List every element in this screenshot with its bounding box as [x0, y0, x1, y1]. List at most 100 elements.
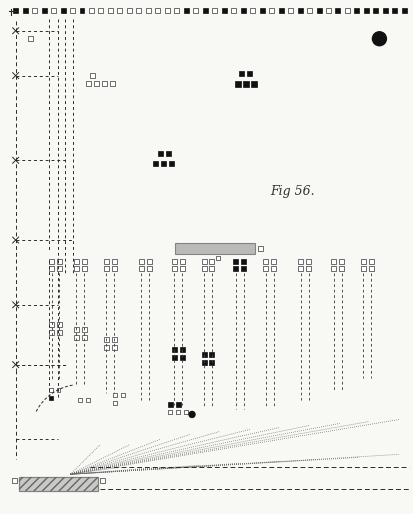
Bar [41, 8, 47, 13]
Bar [155, 8, 160, 13]
Bar [263, 266, 268, 271]
Bar [209, 266, 214, 271]
Bar [233, 266, 238, 271]
Bar [335, 8, 339, 13]
Bar [168, 161, 173, 166]
Bar [57, 322, 62, 327]
Bar [90, 73, 95, 78]
Bar [146, 260, 151, 265]
Bar [268, 8, 273, 13]
Bar [152, 161, 157, 166]
Bar [165, 151, 170, 156]
Bar [82, 266, 87, 271]
Bar [28, 36, 33, 41]
Bar [271, 266, 275, 271]
Bar [117, 8, 122, 13]
Bar [201, 260, 206, 265]
Bar [160, 161, 165, 166]
Bar [179, 260, 184, 265]
Bar [363, 8, 368, 13]
Bar [112, 345, 116, 350]
Bar [171, 347, 176, 352]
Bar [112, 266, 116, 271]
Bar [175, 243, 254, 254]
Bar [82, 327, 87, 332]
Bar [146, 266, 151, 271]
Bar [157, 151, 162, 156]
Bar [258, 246, 263, 250]
Bar [145, 8, 150, 13]
Bar [79, 8, 84, 13]
Bar [201, 266, 206, 271]
Bar [250, 81, 256, 86]
Bar [121, 393, 125, 396]
Bar [86, 81, 91, 86]
Bar [82, 335, 87, 340]
Bar [164, 8, 169, 13]
Bar [368, 266, 373, 271]
Bar [338, 266, 343, 271]
Bar [360, 266, 365, 271]
Bar [263, 260, 268, 265]
Bar [209, 352, 214, 357]
Bar [104, 337, 109, 342]
Bar [168, 411, 172, 414]
Bar [113, 393, 117, 396]
Bar [325, 8, 330, 13]
Bar [212, 8, 217, 13]
Bar [297, 260, 302, 265]
Bar [287, 8, 292, 13]
Bar [49, 260, 54, 265]
Bar [316, 8, 321, 13]
Bar [306, 266, 311, 271]
Bar [49, 266, 54, 271]
Bar [392, 8, 396, 13]
Bar [74, 266, 79, 271]
Bar [109, 81, 114, 86]
Bar [78, 397, 82, 401]
Bar [49, 322, 54, 327]
Bar [167, 402, 172, 407]
Bar [57, 266, 62, 271]
Bar [242, 81, 248, 86]
Bar [330, 266, 335, 271]
Bar [234, 81, 240, 86]
Bar [382, 8, 387, 13]
Bar [179, 355, 184, 360]
Bar [171, 260, 176, 265]
Bar [60, 8, 65, 13]
Bar [221, 8, 226, 13]
Circle shape [189, 412, 195, 417]
Bar [202, 8, 207, 13]
Bar [306, 260, 311, 265]
Bar [104, 260, 109, 265]
Bar [100, 478, 104, 483]
Bar [354, 8, 358, 13]
Bar [239, 71, 244, 76]
Bar [179, 347, 184, 352]
Bar [57, 331, 62, 335]
Bar [56, 388, 60, 392]
Bar [247, 71, 252, 76]
Bar [51, 8, 56, 13]
Bar [183, 8, 188, 13]
Bar [74, 335, 79, 340]
Bar [171, 266, 176, 271]
Bar [13, 8, 18, 13]
Bar [193, 8, 198, 13]
Bar [48, 388, 52, 392]
Bar [179, 266, 184, 271]
Bar [108, 8, 113, 13]
Bar [19, 478, 98, 491]
Bar [12, 478, 17, 483]
Bar [23, 8, 28, 13]
Bar [70, 8, 75, 13]
Bar [373, 8, 377, 13]
Bar [171, 355, 176, 360]
Bar [216, 256, 219, 260]
Bar [368, 260, 373, 265]
Bar [259, 8, 264, 13]
Bar [19, 478, 98, 491]
Bar [102, 81, 107, 86]
Bar [86, 397, 90, 401]
